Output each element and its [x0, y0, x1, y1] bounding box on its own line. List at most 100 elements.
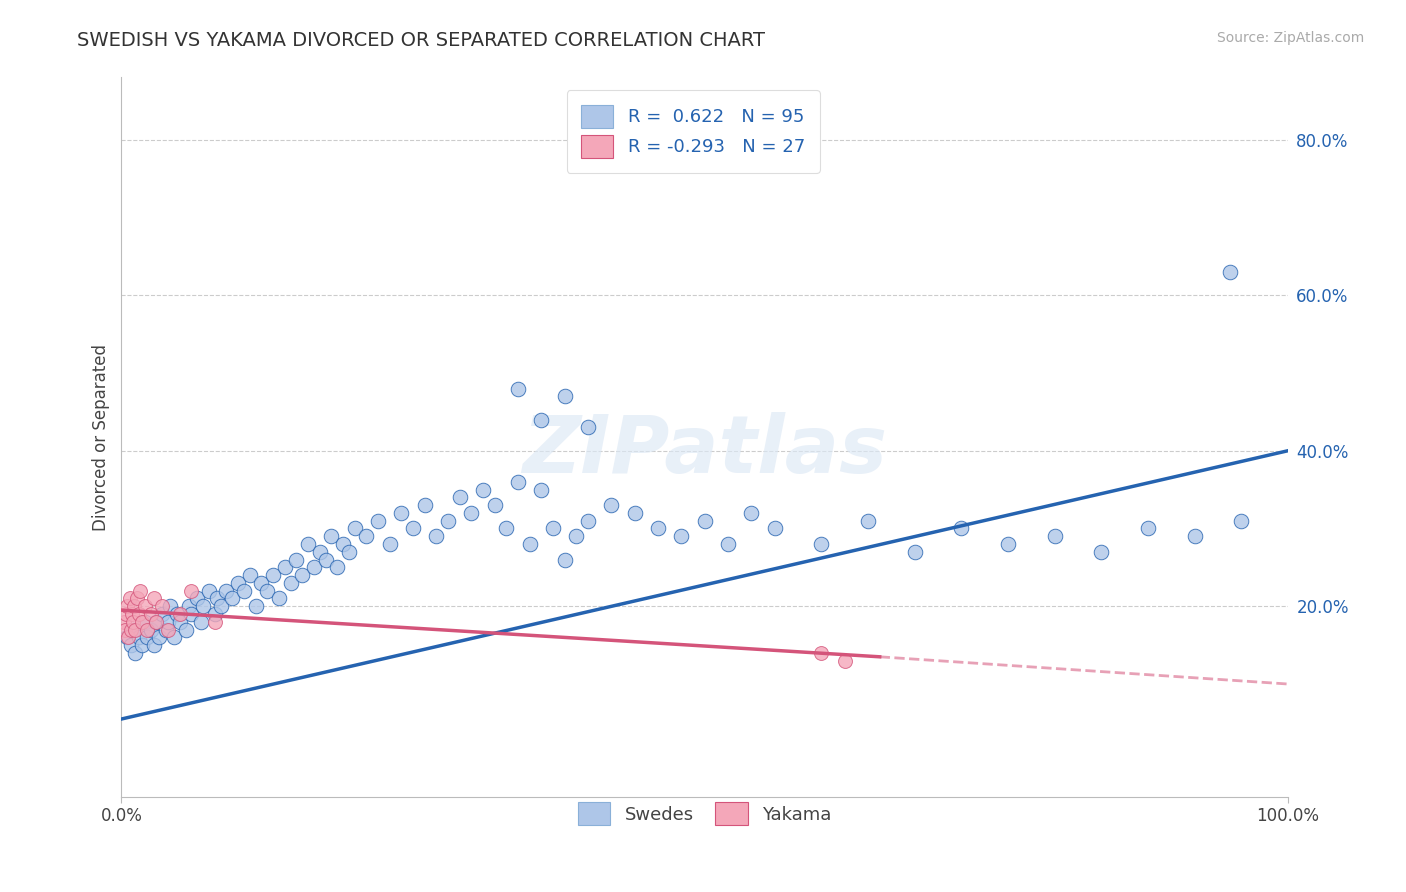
Point: [449, 491, 471, 505]
Legend: Swedes, Yakama: Swedes, Yakama: [568, 793, 841, 835]
Point: [118, 591, 141, 606]
Point: [215, 583, 238, 598]
Point: [191, 599, 214, 614]
Y-axis label: Divorced or Separated: Divorced or Separated: [93, 343, 110, 531]
Point: [389, 506, 412, 520]
Point: [554, 552, 576, 566]
Point: [285, 552, 308, 566]
Point: [280, 576, 302, 591]
Point: [1230, 514, 1253, 528]
Point: [495, 521, 517, 535]
Point: [198, 583, 221, 598]
Point: [378, 537, 401, 551]
Point: [250, 576, 273, 591]
Point: [1184, 529, 1206, 543]
Point: [125, 591, 148, 606]
Point: [693, 514, 716, 528]
Point: [150, 607, 173, 621]
Point: [740, 506, 762, 520]
Point: [124, 646, 146, 660]
Point: [120, 623, 142, 637]
Point: [117, 631, 139, 645]
Point: [134, 599, 156, 614]
Point: [122, 615, 145, 629]
Point: [143, 591, 166, 606]
Point: [904, 545, 927, 559]
Point: [139, 623, 162, 637]
Point: [600, 498, 623, 512]
Point: [131, 638, 153, 652]
Point: [166, 607, 188, 621]
Point: [115, 607, 138, 621]
Point: [763, 521, 786, 535]
Point: [484, 498, 506, 512]
Point: [671, 529, 693, 543]
Point: [576, 514, 599, 528]
Point: [506, 475, 529, 489]
Point: [128, 631, 150, 645]
Point: [169, 615, 191, 629]
Point: [321, 529, 343, 543]
Point: [129, 583, 152, 598]
Point: [209, 599, 232, 614]
Point: [186, 591, 208, 606]
Point: [124, 623, 146, 637]
Point: [136, 631, 159, 645]
Point: [145, 615, 167, 629]
Point: [180, 583, 202, 598]
Point: [190, 615, 212, 629]
Point: [221, 591, 243, 606]
Point: [163, 631, 186, 645]
Point: [150, 599, 173, 614]
Point: [117, 599, 139, 614]
Point: [262, 568, 284, 582]
Point: [810, 537, 832, 551]
Point: [128, 607, 150, 621]
Text: ZIPatlas: ZIPatlas: [522, 412, 887, 491]
Point: [136, 623, 159, 637]
Point: [810, 646, 832, 660]
Point: [239, 568, 262, 582]
Point: [530, 483, 553, 497]
Point: [1219, 265, 1241, 279]
Point: [326, 560, 349, 574]
Point: [472, 483, 495, 497]
Point: [155, 623, 177, 637]
Point: [834, 654, 856, 668]
Point: [291, 568, 314, 582]
Text: SWEDISH VS YAKAMA DIVORCED OR SEPARATED CORRELATION CHART: SWEDISH VS YAKAMA DIVORCED OR SEPARATED …: [77, 31, 765, 50]
Point: [950, 521, 973, 535]
Point: [623, 506, 645, 520]
Point: [647, 521, 669, 535]
Point: [1137, 521, 1160, 535]
Point: [1043, 529, 1066, 543]
Point: [204, 607, 226, 621]
Point: [717, 537, 740, 551]
Point: [232, 583, 254, 598]
Point: [541, 521, 564, 535]
Point: [148, 631, 170, 645]
Point: [122, 623, 145, 637]
Text: Source: ZipAtlas.com: Source: ZipAtlas.com: [1216, 31, 1364, 45]
Point: [1090, 545, 1112, 559]
Point: [302, 560, 325, 574]
Point: [117, 631, 139, 645]
Point: [437, 514, 460, 528]
Point: [180, 607, 202, 621]
Point: [112, 615, 135, 629]
Point: [245, 599, 267, 614]
Point: [204, 615, 226, 629]
Point: [460, 506, 482, 520]
Point: [256, 583, 278, 598]
Point: [145, 615, 167, 629]
Point: [139, 607, 162, 621]
Point: [367, 514, 389, 528]
Point: [519, 537, 541, 551]
Point: [121, 607, 143, 621]
Point: [159, 599, 181, 614]
Point: [856, 514, 879, 528]
Point: [114, 623, 136, 637]
Point: [356, 529, 378, 543]
Point: [308, 545, 330, 559]
Point: [143, 638, 166, 652]
